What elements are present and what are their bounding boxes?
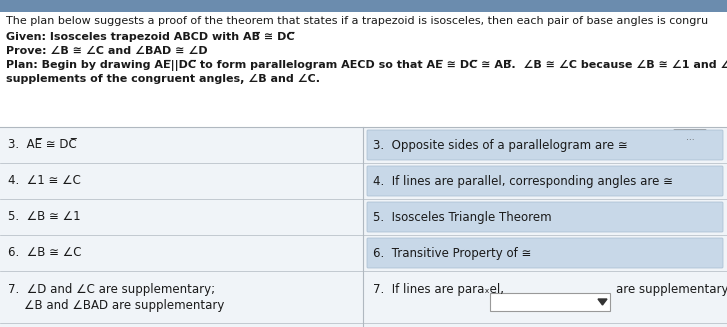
Polygon shape [598, 299, 607, 305]
Text: 6.  Transitive Property of ≅: 6. Transitive Property of ≅ [373, 247, 531, 260]
FancyBboxPatch shape [367, 202, 723, 232]
Bar [0, 12, 727, 127]
Text: The plan below suggests a proof of the theorem that states if a trapezoid is iso: The plan below suggests a proof of the t… [6, 16, 708, 26]
Text: Given: Isosceles trapezoid ABCD with AB̅ ≅ DC̅: Given: Isosceles trapezoid ABCD with AB̅… [6, 32, 294, 42]
Text: 3.  Opposite sides of a parallelogram are ≅: 3. Opposite sides of a parallelogram are… [373, 139, 627, 151]
FancyBboxPatch shape [673, 129, 707, 145]
Text: 6.  ∠B ≅ ∠C: 6. ∠B ≅ ∠C [8, 247, 81, 260]
Text: Plan: Begin by drawing AE̅||DC̅ to form parallelogram AECD so that AE̅ ≅ DC̅ ≅ A: Plan: Begin by drawing AE̅||DC̅ to form … [6, 60, 727, 71]
FancyBboxPatch shape [367, 130, 723, 160]
Text: 3.  AE̅ ≅ DC̅: 3. AE̅ ≅ DC̅ [8, 139, 77, 151]
Text: supplements of the congruent angles, ∠B and ∠C.: supplements of the congruent angles, ∠B … [6, 74, 320, 84]
FancyBboxPatch shape [367, 238, 723, 268]
Text: ...: ... [686, 132, 694, 142]
Text: are supplementary: are supplementary [616, 283, 727, 296]
Text: 7.  If lines are paraₓel,: 7. If lines are paraₓel, [373, 283, 504, 296]
Text: 7.  ∠D and ∠C are supplementary;: 7. ∠D and ∠C are supplementary; [8, 283, 215, 296]
Text: 4.  ∠1 ≅ ∠C: 4. ∠1 ≅ ∠C [8, 175, 81, 187]
Text: 5.  ∠B ≅ ∠1: 5. ∠B ≅ ∠1 [8, 211, 81, 223]
Text: 5.  Isosceles Triangle Theorem: 5. Isosceles Triangle Theorem [373, 211, 552, 223]
Text: Prove: ∠B ≅ ∠C and ∠BAD ≅ ∠D: Prove: ∠B ≅ ∠C and ∠BAD ≅ ∠D [6, 46, 208, 56]
Text: ∠B and ∠BAD are supplementary: ∠B and ∠BAD are supplementary [24, 299, 225, 312]
FancyBboxPatch shape [367, 166, 723, 196]
Bar [0, 0, 727, 12]
Bar [490, 293, 610, 311]
Text: 4.  If lines are parallel, corresponding angles are ≅: 4. If lines are parallel, corresponding … [373, 175, 673, 187]
Bar [0, 127, 727, 327]
